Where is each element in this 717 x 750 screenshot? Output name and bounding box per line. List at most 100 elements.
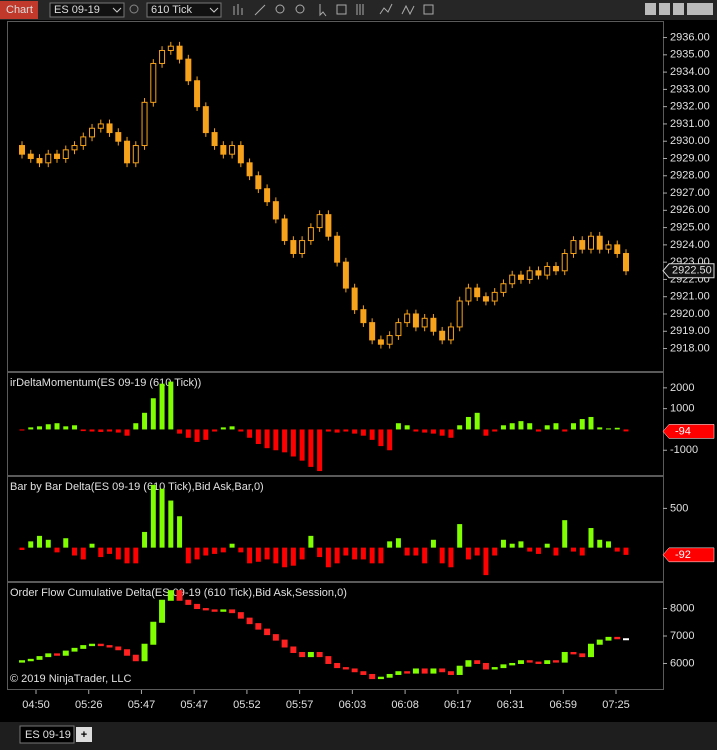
search-icon[interactable] (129, 4, 139, 14)
y-tick-label: 2936.00 (670, 31, 710, 43)
candle-body (605, 636, 612, 641)
candle-body (421, 317, 428, 328)
candle-body (517, 274, 524, 280)
candle-body (351, 668, 358, 673)
candle-body (535, 270, 542, 276)
bars-icon[interactable] (233, 4, 243, 15)
template-icon[interactable] (423, 4, 434, 15)
candle-body (544, 265, 551, 276)
bar (229, 426, 235, 430)
bar (142, 412, 148, 430)
bar (439, 547, 445, 564)
candle-body (360, 671, 367, 675)
bar (238, 547, 244, 553)
candle-body (395, 322, 402, 337)
candle-body (325, 214, 332, 237)
grid-icon[interactable] (356, 4, 364, 15)
zoom-in-icon[interactable] (275, 4, 285, 14)
y-tick-label: 2927.00 (670, 187, 710, 199)
bar (203, 429, 209, 440)
bar (579, 547, 585, 556)
zoom-out-icon[interactable] (295, 4, 305, 14)
properties-icon[interactable] (336, 4, 347, 15)
panel-title: Bar by Bar Delta(ES 09-19 (610 Tick),Bid… (10, 481, 264, 493)
bar (282, 429, 288, 453)
bar (255, 547, 261, 562)
y-tick-label: 2920.00 (670, 308, 710, 320)
add-tab-button[interactable] (76, 727, 92, 742)
indicator-icon[interactable] (379, 3, 393, 15)
bar (107, 547, 113, 554)
candle-body (395, 671, 402, 675)
bar (45, 539, 51, 548)
candle-body (404, 313, 411, 324)
candle-body (474, 287, 481, 298)
candle-body (570, 240, 577, 255)
maximize-button[interactable] (673, 3, 684, 15)
bar (159, 488, 165, 548)
x-tick-label: 05:57 (286, 699, 314, 711)
bar (562, 520, 568, 548)
bar (247, 429, 253, 438)
candle-body (54, 653, 61, 656)
candle-body (474, 660, 481, 664)
bar (430, 429, 436, 434)
candle-body (342, 261, 349, 289)
bar (483, 547, 489, 576)
strategy-icon[interactable] (401, 4, 415, 16)
bar (588, 528, 594, 548)
candle-body (456, 665, 463, 675)
candle-body (185, 599, 192, 605)
instrument-select[interactable] (49, 2, 125, 18)
bar (185, 547, 191, 564)
draw-icon[interactable] (254, 4, 266, 16)
bar (37, 426, 43, 430)
candle-body (115, 646, 122, 651)
candle-body (124, 140, 131, 164)
chart-tab[interactable] (0, 1, 38, 19)
bar (317, 429, 323, 472)
candle-body (194, 80, 201, 108)
candle-body (124, 649, 131, 656)
pointer-icon[interactable] (319, 4, 327, 17)
candle-body (430, 668, 437, 674)
candle-body (89, 643, 96, 647)
chart-tab[interactable] (19, 725, 75, 744)
bar (404, 425, 410, 430)
candle-body (27, 658, 34, 662)
bar (395, 538, 401, 548)
candle-body (167, 45, 174, 52)
candle-body (509, 662, 516, 666)
bar (229, 543, 235, 548)
y-tick-label: 2931.00 (670, 118, 710, 130)
interval-select[interactable] (146, 2, 222, 18)
bar (614, 427, 620, 430)
x-tick-label: 06:03 (339, 699, 367, 711)
y-tick-label: 6000 (670, 657, 694, 669)
bar (290, 429, 296, 457)
restore-button[interactable] (659, 3, 670, 15)
bar (133, 423, 139, 430)
bar (553, 423, 559, 430)
bar (588, 416, 594, 430)
bar (63, 426, 69, 430)
candle-body (62, 149, 69, 159)
bar (98, 547, 104, 558)
add-tab-label: + (81, 729, 87, 741)
candle-body (80, 136, 87, 147)
bar (360, 429, 366, 436)
candle-body (159, 599, 166, 623)
bar (115, 547, 121, 560)
candle-body (167, 590, 174, 601)
candle-body (36, 656, 43, 660)
y-tick-label: 2000 (670, 382, 694, 394)
candle-body (255, 175, 262, 190)
y-tick-label: 2933.00 (670, 83, 710, 95)
minimize-button[interactable] (645, 3, 656, 15)
candle-body (229, 145, 236, 155)
panel-title: irDeltaMomentum(ES 09-19 (610 Tick)) (10, 377, 201, 389)
close-button[interactable] (687, 3, 713, 15)
bar (430, 539, 436, 548)
last-value-label: -94 (675, 425, 691, 437)
bar (352, 547, 358, 560)
